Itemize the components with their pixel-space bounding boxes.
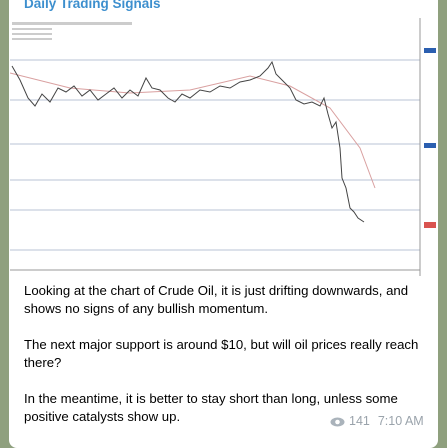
time: 7:10 AM — [377, 414, 424, 428]
channel-title[interactable]: Daily Trading Signals — [24, 0, 161, 11]
paragraph: The next major support is around $10, bu… — [24, 337, 419, 370]
message-meta: 141 7:10 AM — [330, 414, 432, 428]
paragraph: In the meantime, it is better to stay sh… — [24, 391, 398, 424]
views-count: 141 — [349, 414, 370, 428]
paragraph: Looking at the chart of Crude Oil, it is… — [24, 283, 409, 316]
page: Daily Trading Signals Looking at the cha… — [9, 0, 438, 448]
views-icon — [330, 417, 345, 427]
chart-image[interactable] — [10, 18, 438, 276]
